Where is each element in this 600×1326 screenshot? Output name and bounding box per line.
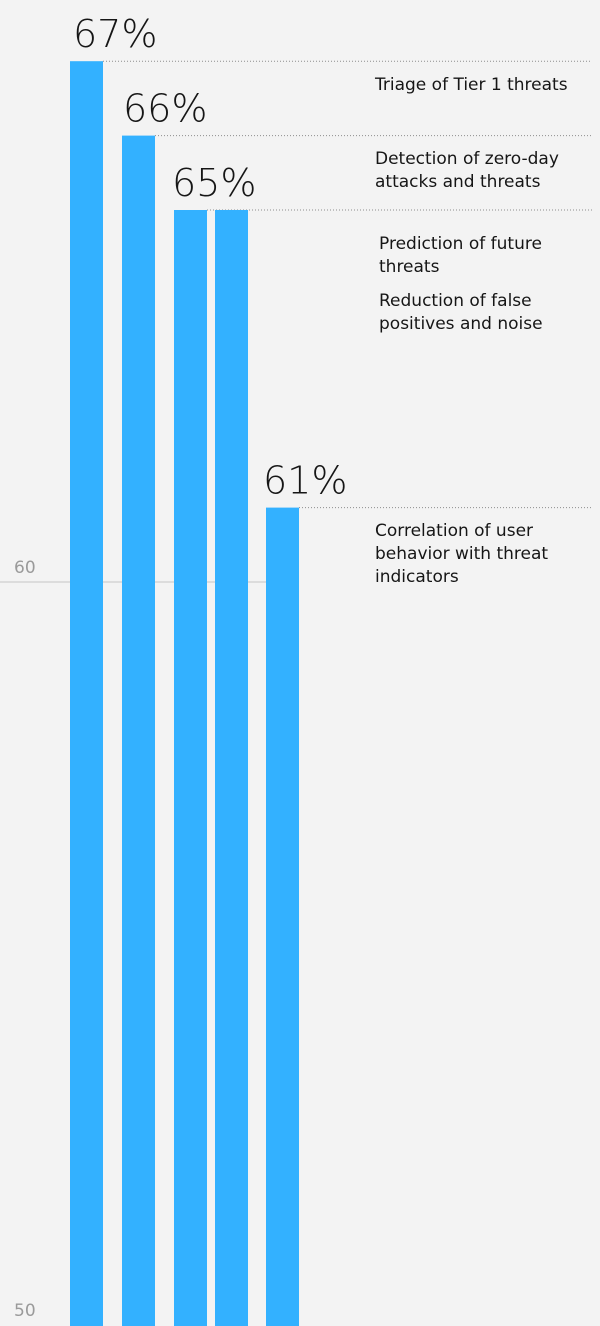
category-label: attacks and threats [375,172,541,192]
category-label: threats [379,257,440,277]
category-label: Detection of zero-day [375,149,559,169]
category-label: Prediction of future [379,234,542,254]
bars-layer [70,61,299,1326]
category-label: behavior with threat [375,544,548,564]
value-label: 61% [263,459,347,503]
value-label: 66% [123,87,207,131]
value-label: 67% [73,12,157,56]
category-label: positives and noise [379,314,543,334]
y-tick-label: 50 [14,1301,36,1321]
category-label: Correlation of user [375,521,533,541]
bar [266,507,299,1326]
y-tick-label: 60 [14,558,36,578]
category-label: indicators [375,567,459,587]
category-label: Reduction of false [379,291,532,311]
legend-layer: Triage of Tier 1 threats Detection of zer… [374,75,568,587]
category-label: Triage of Tier 1 threats [374,75,568,95]
labels-layer: 67% 66% 65% 61% [73,12,347,502]
value-label: 65% [172,161,256,205]
bar [215,210,248,1326]
bar [70,61,103,1326]
bar [122,135,155,1326]
bar [174,210,207,1326]
axis-layer: 60 50 [0,60,592,1321]
